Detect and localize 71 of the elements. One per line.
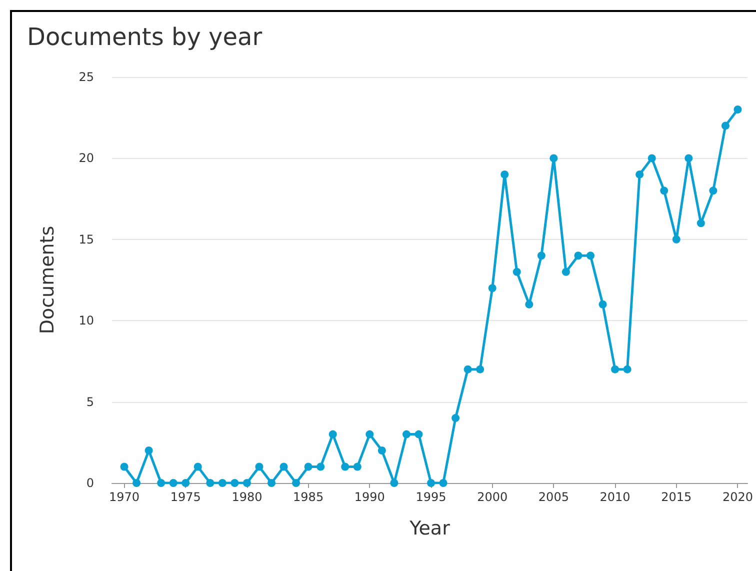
point <box>598 300 607 308</box>
x-tick-label: 1995 <box>416 490 446 504</box>
point <box>623 365 632 374</box>
point <box>402 430 410 438</box>
point <box>427 479 435 487</box>
point <box>390 479 398 487</box>
y-tick-label: 10 <box>78 314 94 328</box>
point <box>157 479 166 487</box>
point <box>586 252 594 260</box>
chart-title: Documents by year <box>27 23 262 51</box>
point <box>316 462 325 471</box>
y-tick-label: 25 <box>78 70 94 84</box>
point <box>636 170 644 178</box>
point <box>660 186 668 195</box>
point <box>684 154 693 162</box>
point <box>537 252 546 260</box>
point <box>255 462 264 471</box>
point <box>132 479 141 487</box>
x-tick-label: 1970 <box>108 490 140 504</box>
point <box>696 219 705 228</box>
point <box>341 462 350 471</box>
point <box>414 430 423 438</box>
x-tick-label: 2020 <box>722 490 754 504</box>
point <box>464 365 472 374</box>
x-tick-label: 1975 <box>170 490 201 504</box>
y-tick-label: 20 <box>78 151 94 166</box>
x-tick-label: 1985 <box>293 490 324 504</box>
point <box>366 430 374 438</box>
point <box>611 365 620 374</box>
point <box>242 479 251 487</box>
point <box>120 462 128 471</box>
point <box>488 284 496 292</box>
point <box>328 430 337 438</box>
point <box>169 479 178 487</box>
point <box>353 462 362 471</box>
y-tick-label: 0 <box>86 476 94 490</box>
point <box>476 365 484 374</box>
point <box>648 154 656 162</box>
x-tick-label: 2015 <box>661 490 692 504</box>
x-tick-label: 2005 <box>538 490 569 504</box>
point <box>280 462 288 471</box>
point <box>304 462 312 471</box>
x-axis-title: Year <box>408 518 450 540</box>
point <box>525 300 534 308</box>
point <box>562 268 570 276</box>
point <box>439 479 448 487</box>
point <box>194 462 202 471</box>
point <box>709 186 718 195</box>
point <box>268 479 276 487</box>
point <box>378 446 386 455</box>
x-tick-label: 2010 <box>600 490 630 504</box>
x-tick-label: 2000 <box>477 490 508 504</box>
point <box>206 479 214 487</box>
point <box>182 479 190 487</box>
y-tick-label: 15 <box>78 232 94 246</box>
point <box>734 105 742 114</box>
point <box>230 479 239 487</box>
y-axis-title: Documents <box>36 226 58 334</box>
point <box>218 479 226 487</box>
x-tick-label: 1990 <box>354 490 385 504</box>
point <box>550 154 558 162</box>
point <box>512 268 521 276</box>
point <box>144 446 153 455</box>
point <box>292 479 300 487</box>
x-tick-label: 1980 <box>232 490 262 504</box>
point <box>500 170 509 178</box>
y-tick-label: 5 <box>86 394 94 409</box>
point <box>452 414 460 422</box>
point <box>672 235 680 244</box>
point <box>721 122 730 130</box>
point <box>574 252 582 260</box>
